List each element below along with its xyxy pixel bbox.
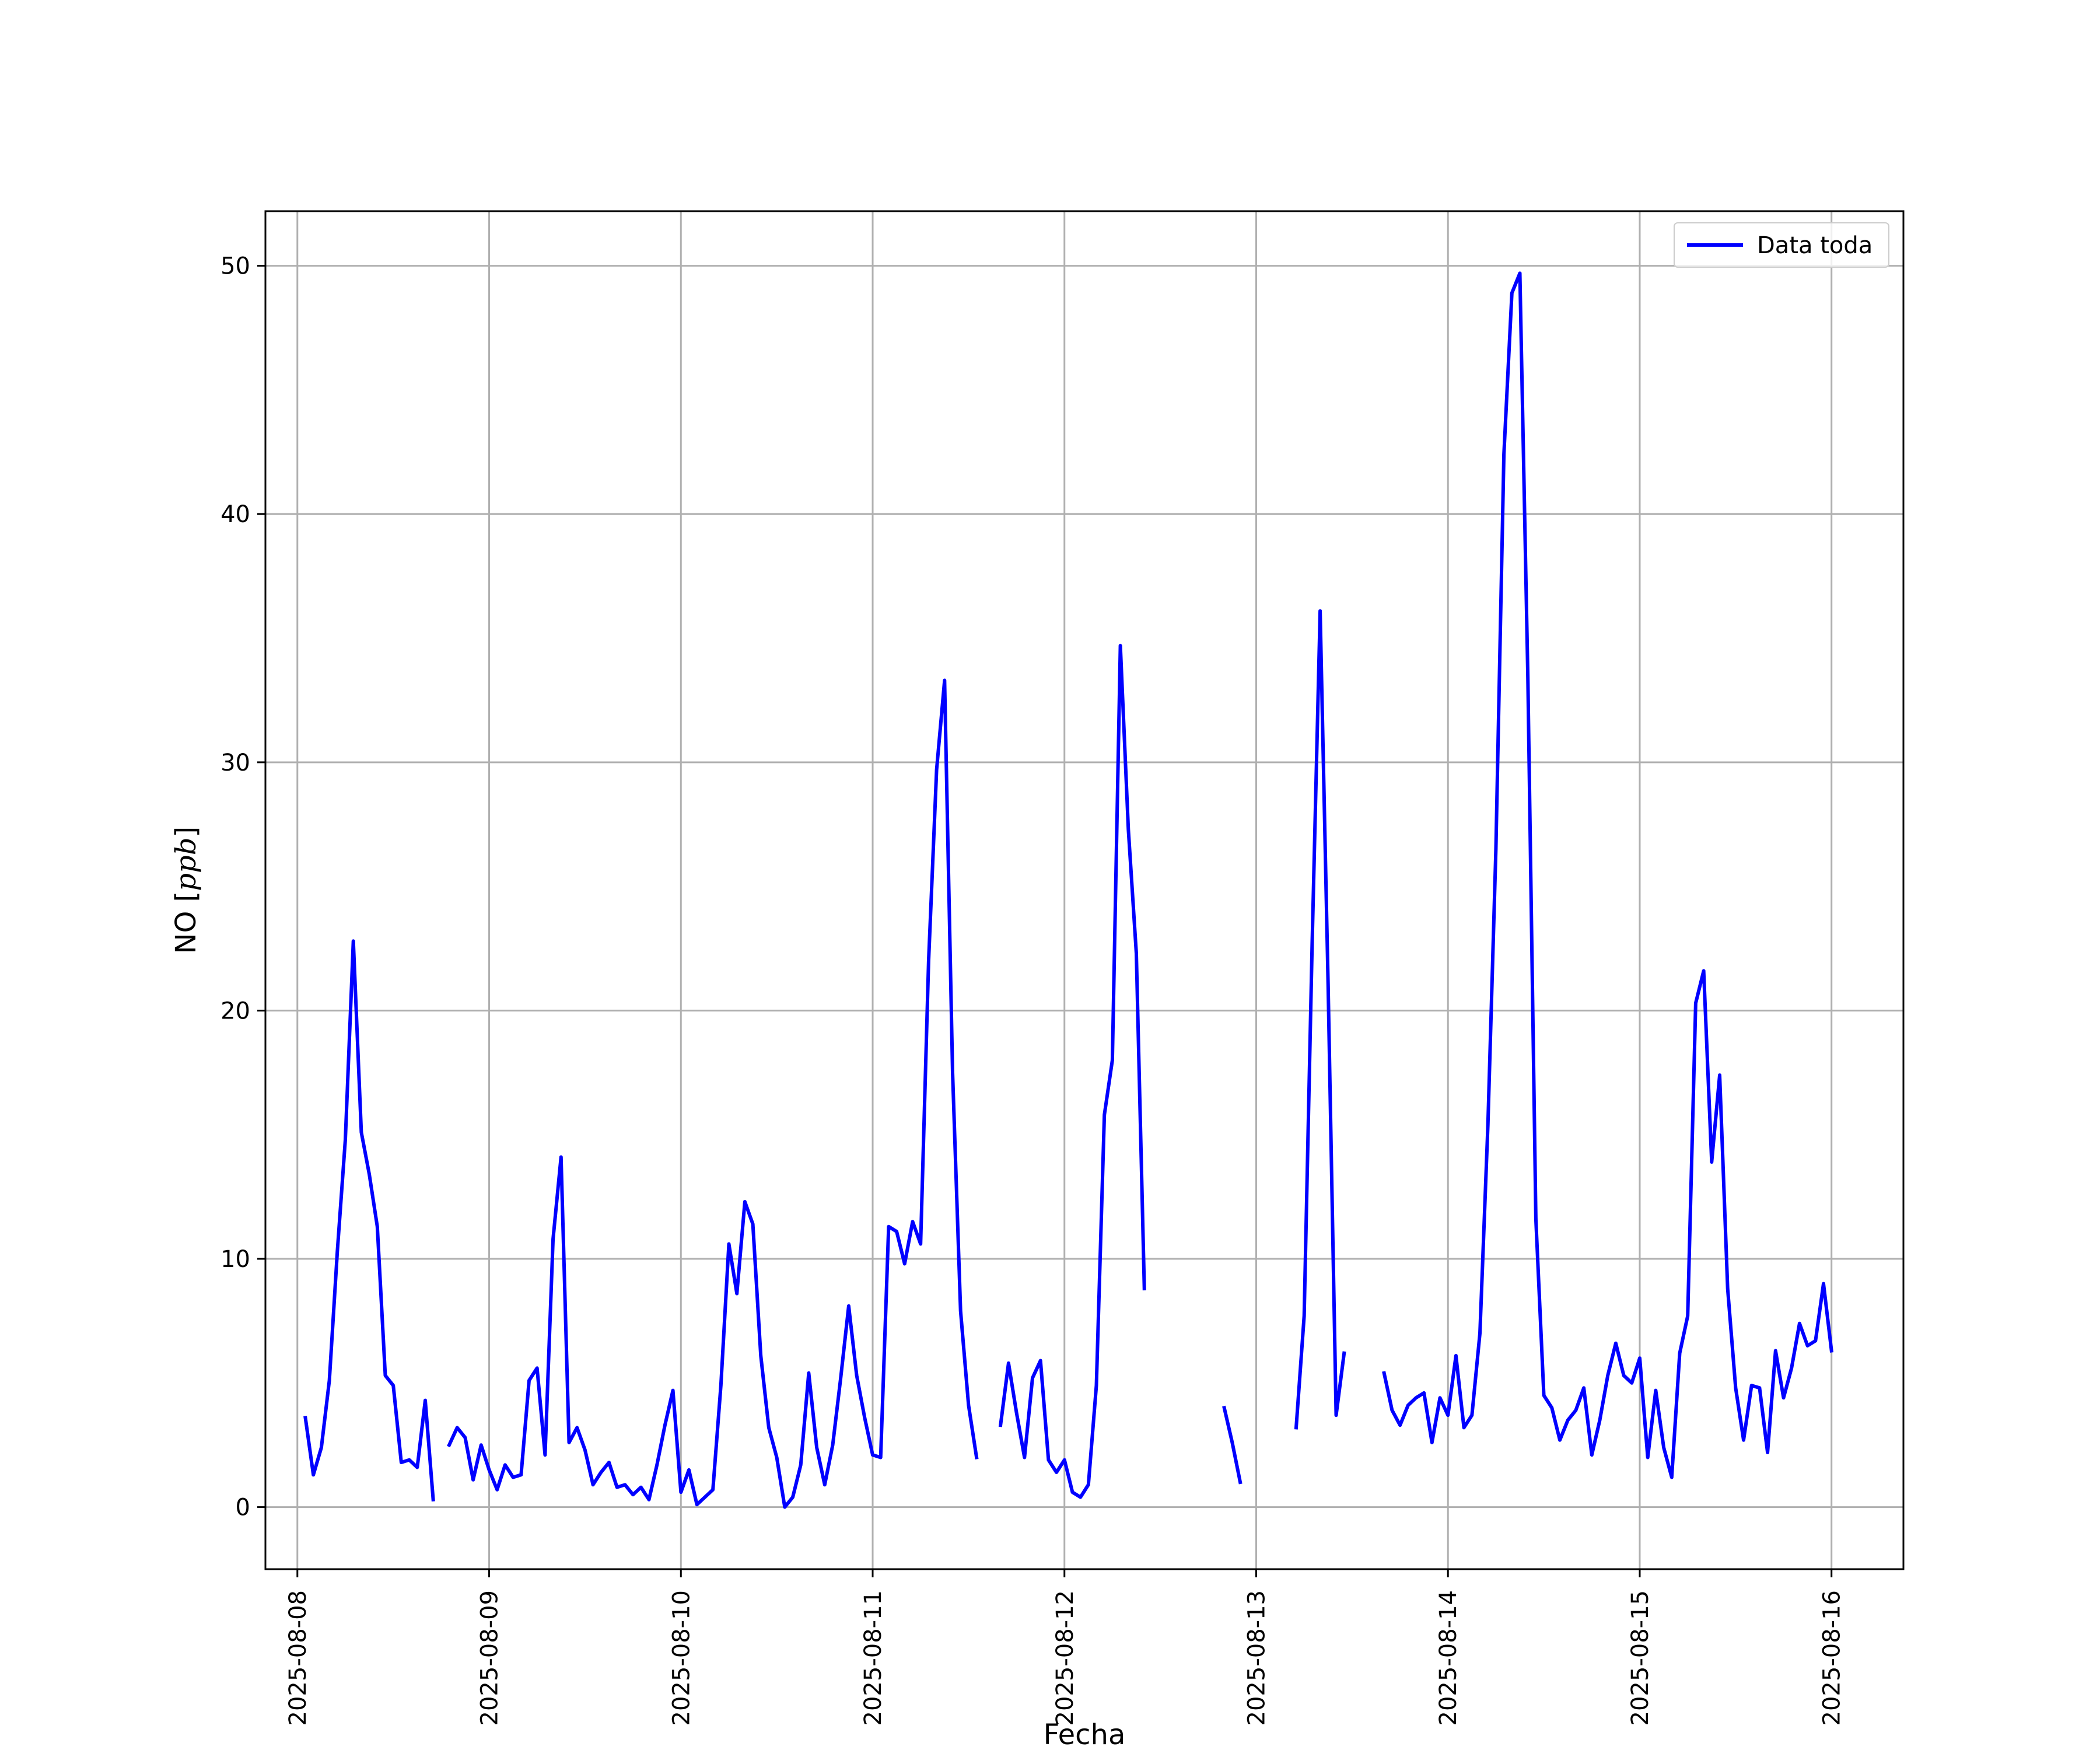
x-tick-label: 2025-08-12 (1052, 1590, 1079, 1726)
x-tick-label: 2025-08-11 (860, 1590, 887, 1726)
x-axis: 2025-08-08 2025-08-09 2025-08-10 2025-08-11… (285, 1569, 1846, 1726)
legend: Data toda (1674, 222, 1889, 268)
x-tick-label: 2025-08-16 (1819, 1590, 1846, 1726)
x-tick-label: 2025-08-09 (477, 1590, 503, 1726)
grid (265, 211, 1903, 1569)
legend-box (1674, 222, 1889, 268)
series-line-segment (447, 678, 979, 1509)
y-tick-label: 20 (220, 998, 250, 1024)
x-axis-label: Fecha (1044, 1718, 1126, 1750)
x-tick-label: 2025-08-13 (1243, 1590, 1270, 1726)
y-axis-label-end: ] (170, 827, 202, 838)
x-tick-label: 2025-08-08 (285, 1590, 312, 1726)
series-line-segment (998, 643, 1146, 1499)
series-line-segment (303, 939, 435, 1502)
y-axis-label-unit: ppb (170, 837, 202, 891)
series-line-segment (1294, 609, 1346, 1430)
plot-frame (264, 210, 1905, 1570)
y-tick-label: 50 (220, 253, 250, 280)
y-tick-label: 30 (220, 750, 250, 776)
y-axis: 0 10 20 30 40 50 (220, 253, 265, 1521)
series-layer (303, 271, 1834, 1509)
series-line-segment (1382, 271, 1834, 1479)
y-tick-label: 40 (220, 501, 250, 528)
y-axis-label-main: NO [ (170, 891, 202, 954)
series-line-segment (1222, 1405, 1242, 1485)
x-tick-label: 2025-08-14 (1435, 1590, 1462, 1726)
legend-label: Data toda (1757, 232, 1873, 259)
y-tick-label: 0 (236, 1494, 250, 1521)
x-tick-label: 2025-08-15 (1627, 1590, 1654, 1726)
y-tick-label: 10 (220, 1246, 250, 1273)
x-tick-label: 2025-08-10 (668, 1590, 695, 1726)
y-axis-label: NO [ppb] (170, 827, 202, 954)
